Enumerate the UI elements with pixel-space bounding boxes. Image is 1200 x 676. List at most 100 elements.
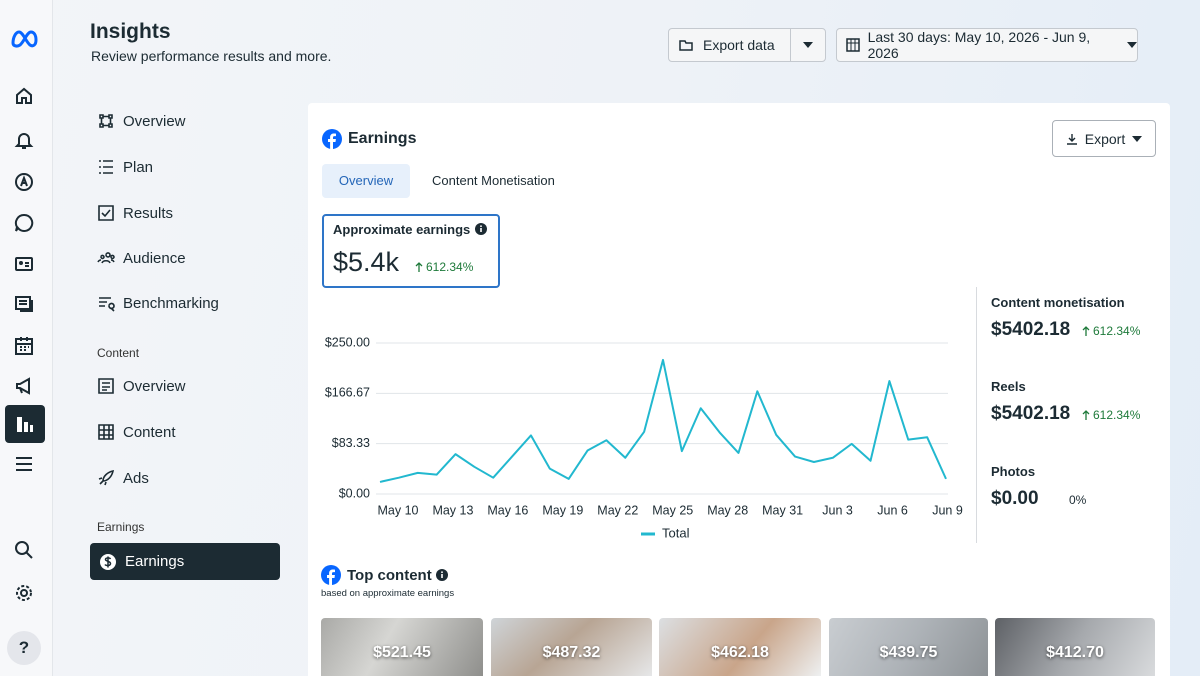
icon-rail: ? (0, 0, 53, 676)
arrow-shape (1082, 326, 1090, 336)
nav-item[interactable]: Content (97, 423, 176, 441)
up-arrow (415, 262, 423, 272)
tile-earnings: $487.32 (542, 644, 601, 661)
ads-icon[interactable] (14, 172, 34, 192)
dollar-icon (100, 553, 116, 570)
contacts-icon[interactable] (14, 254, 34, 274)
breakdown-change: 0% (1069, 493, 1086, 507)
breakdown-label: Content monetisation (991, 295, 1125, 310)
folder-icon (679, 40, 693, 51)
section-subtitle: based on approximate earnings (321, 588, 455, 599)
nav-icon (97, 252, 115, 264)
nav-label: Plan (123, 158, 154, 176)
tile-earnings: $412.70 (1046, 644, 1104, 661)
line-chart: $0.00 $83.33 $166.67 $250.00 May 10 May 13 May… (325, 335, 963, 540)
kpi-box[interactable]: Approximate earnings $5.4k 612.34% (322, 214, 500, 288)
caret-icon (1132, 135, 1143, 142)
home-icon[interactable] (14, 86, 34, 106)
date-range-picker[interactable]: Last 30 days: May 10, 2026 - Jun 9, 2026 (836, 28, 1138, 62)
nav-item[interactable]: Ads (97, 469, 149, 487)
breakdown-value: $0.00 (991, 488, 1039, 509)
nav-icon (98, 378, 114, 394)
chat-icon[interactable] (14, 213, 34, 233)
calendar-icon (846, 38, 860, 52)
y-tick-label: $0.00 (339, 486, 370, 500)
nav-label: Ads (123, 469, 149, 487)
page-title: Insights (90, 20, 171, 43)
kpi-value: $5.4k (333, 247, 400, 277)
nav-label: Overview (123, 377, 186, 395)
breakdown-label: Reels (991, 379, 1026, 394)
tab-active[interactable]: Overview (322, 164, 410, 198)
up-arrow (1082, 326, 1090, 336)
nav-item[interactable]: Audience (97, 249, 186, 267)
data-line (379, 358, 947, 483)
x-tick-label: May 31 (762, 503, 803, 517)
tile-earnings: $521.45 (373, 644, 431, 661)
content-tile[interactable]: $521.45 (321, 618, 483, 676)
nav-label: Benchmarking (123, 294, 219, 312)
button-label: Export data (703, 37, 775, 53)
menu-icon[interactable] (14, 454, 34, 474)
nav-label: Results (123, 204, 174, 222)
up-arrow (1082, 410, 1090, 420)
icon-shape (99, 160, 113, 174)
nav-item[interactable]: Results (97, 204, 173, 222)
nav-label: Audience (123, 249, 186, 267)
nav-icon (99, 297, 115, 312)
y-tick-label: $166.67 (325, 386, 370, 400)
x-tick-label: May 25 (652, 503, 693, 517)
x-tick-label: Jun 9 (932, 503, 963, 517)
meta-logo[interactable] (10, 28, 40, 50)
nav-item[interactable]: Overview (97, 112, 186, 130)
nav-label: Earnings (125, 553, 185, 570)
nav-icon (98, 424, 114, 440)
kpi-change-value: 612.34% (426, 260, 474, 274)
nav-icon (99, 114, 113, 128)
y-tick-label: $83.33 (332, 436, 370, 450)
legend-label: Total (662, 525, 690, 540)
search-icon[interactable] (14, 540, 34, 560)
content-tile[interactable]: $462.18 (659, 618, 821, 676)
nav-earnings-active[interactable]: Earnings (90, 543, 280, 580)
caret-icon (803, 42, 813, 48)
icon-shape (99, 297, 115, 312)
kpi-change: 612.34% (415, 260, 473, 274)
earnings-card: Earnings Export Overview Content Monetis… (308, 103, 1170, 676)
x-tick-label: Jun 6 (877, 503, 908, 517)
breakdown-change: 612.34% (1082, 324, 1140, 338)
insights-icon-active[interactable] (5, 405, 45, 443)
nav-item[interactable]: Overview (97, 377, 186, 395)
breakdown-label: Photos (991, 464, 1036, 479)
nav-icon (99, 160, 113, 174)
megaphone-icon[interactable] (14, 376, 34, 396)
settings-icon[interactable] (14, 583, 34, 603)
export-button[interactable]: Export (1052, 120, 1156, 157)
nav-item[interactable]: Plan (97, 158, 153, 176)
bell-icon[interactable] (14, 130, 34, 150)
export-dropdown[interactable] (790, 28, 826, 62)
content-tile[interactable]: $439.75 (829, 618, 988, 676)
x-tick-label: Jun 3 (822, 503, 853, 517)
help-button[interactable]: ? (7, 631, 41, 665)
button-label: Export (1084, 130, 1126, 147)
section-title: Top content (347, 567, 432, 584)
info-icon (475, 223, 487, 235)
tile-earnings: $439.75 (879, 644, 938, 661)
icon-shape (98, 378, 114, 394)
content-tile[interactable]: $487.32 (491, 618, 652, 676)
x-tick-label: May 16 (487, 503, 528, 517)
export-data-button[interactable]: Export data (668, 28, 792, 62)
tab[interactable]: Content Monetisation (432, 173, 555, 188)
icon-shape (99, 114, 113, 128)
breakdown-change-value: 612.34% (1093, 324, 1141, 338)
calendar-icon[interactable] (14, 336, 34, 356)
y-tick-label: $250.00 (325, 335, 370, 349)
nav-item[interactable]: Benchmarking (97, 294, 219, 312)
date-range: Last 30 days: May 10, 2026 - Jun 9, 2026 (867, 29, 1091, 61)
breakdown-value: $5402.18 (991, 403, 1071, 424)
pages-icon[interactable] (14, 294, 34, 314)
content-tile[interactable]: $412.70 (995, 618, 1155, 676)
